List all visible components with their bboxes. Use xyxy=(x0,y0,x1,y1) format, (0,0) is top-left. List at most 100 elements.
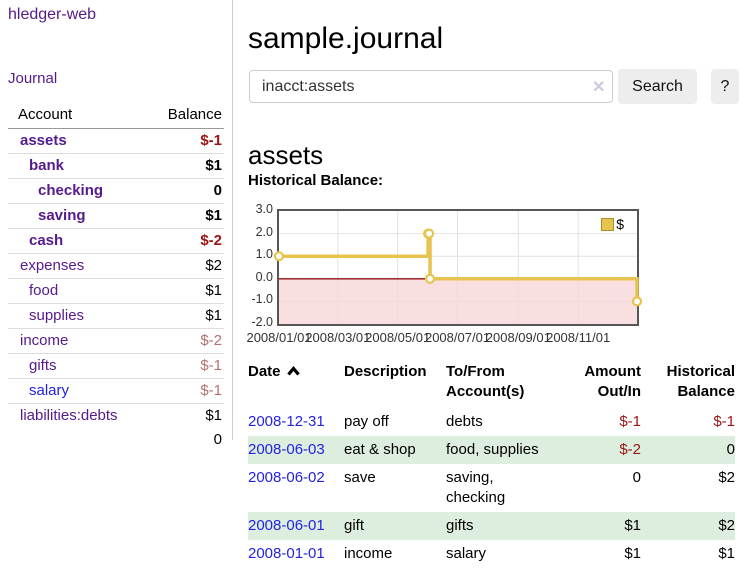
account-balance: $-2 xyxy=(150,228,224,254)
transaction-accounts: debts xyxy=(446,413,483,430)
chart-title: Historical Balance: xyxy=(248,172,384,189)
chart-canvas xyxy=(273,211,643,324)
historical-balance-chart: 3.0 2.0 1.0 0.0 -1.0 -2.0 $ 2008/01/01 2008/03… xyxy=(240,202,643,351)
transaction-amount: $1 xyxy=(624,545,641,562)
accounts-table-header: Account Balance xyxy=(8,104,224,129)
account-link[interactable]: cash xyxy=(29,232,64,249)
account-row: assets $-1 xyxy=(8,128,224,154)
search-button[interactable]: Search xyxy=(618,69,697,104)
account-link[interactable]: saving xyxy=(38,207,86,224)
y-axis-tick: 3.0 xyxy=(255,202,273,216)
amount-column-header: Amount Out/In xyxy=(584,363,641,400)
transaction-date-link[interactable]: 2008-06-02 xyxy=(248,469,325,486)
clear-search-icon[interactable]: ✕ xyxy=(592,79,606,96)
account-heading: assets xyxy=(248,139,324,170)
account-balance: 0 xyxy=(150,178,224,204)
account-balance: $-1 xyxy=(150,128,224,154)
account-link[interactable]: bank xyxy=(29,157,65,174)
brand-link[interactable]: hledger-web xyxy=(8,6,97,23)
account-row: gifts $-1 xyxy=(8,353,224,379)
transaction-row: 2008-06-01 gift gifts $1 $2 xyxy=(248,512,735,540)
transaction-row: 2008-01-01 income salary $1 $1 xyxy=(248,540,735,568)
account-link[interactable]: checking xyxy=(38,182,104,199)
transaction-balance: $1 xyxy=(718,545,735,562)
balance-column-header: Balance xyxy=(150,104,224,129)
x-axis-tick: 2008/07/01 xyxy=(424,330,491,345)
accounts-column-header: Account xyxy=(8,104,151,129)
chart-legend: $ xyxy=(601,216,624,232)
transaction-balance: 0 xyxy=(726,441,735,458)
accounts-column-header: To/From Account(s) xyxy=(446,363,525,400)
legend-label: $ xyxy=(616,216,624,232)
help-button[interactable]: ? xyxy=(711,69,739,104)
transaction-accounts: gifts xyxy=(446,517,474,534)
account-balance: $2 xyxy=(150,253,224,279)
sidebar-item-journal[interactable]: Journal xyxy=(8,70,58,87)
account-balance: $1 xyxy=(150,278,224,304)
account-balance: $-1 xyxy=(150,353,224,379)
date-column-header[interactable]: Date xyxy=(248,360,344,408)
account-balance: $-2 xyxy=(150,328,224,354)
account-link[interactable]: expenses xyxy=(20,257,85,274)
transaction-date-link[interactable]: 2008-06-01 xyxy=(248,517,325,534)
transaction-date-link[interactable]: 2008-01-01 xyxy=(248,545,325,562)
account-row: expenses $2 xyxy=(8,253,224,279)
account-link[interactable]: food xyxy=(29,282,59,299)
legend-swatch-icon xyxy=(601,217,615,231)
transaction-balance: $2 xyxy=(718,517,735,534)
transaction-row: 2008-06-03 eat & shop food, supplies $-2… xyxy=(248,436,735,464)
account-link[interactable]: supplies xyxy=(29,307,85,324)
register-table: Date Description To/From Account(s) Amou… xyxy=(248,360,735,568)
accounts-table: Account Balance assets $-1 bank $1 xyxy=(8,104,224,452)
sort-asc-icon xyxy=(286,366,300,376)
y-axis-tick: -2.0 xyxy=(251,315,273,329)
x-axis-tick: 2008/09/01 xyxy=(485,330,551,345)
sidebar: hledger-web Journal Account Balance asse… xyxy=(0,0,233,448)
account-row: income $-2 xyxy=(8,328,224,354)
account-row: liabilities:debts $1 xyxy=(8,403,224,428)
account-link[interactable]: gifts xyxy=(29,357,57,374)
transaction-balance: $-1 xyxy=(713,413,735,430)
account-row: cash $-2 xyxy=(8,228,224,254)
transaction-amount: $-2 xyxy=(619,441,641,458)
transaction-description: eat & shop xyxy=(344,441,416,458)
transaction-description: save xyxy=(344,469,376,486)
register-header-row: Date Description To/From Account(s) Amou… xyxy=(248,360,735,408)
transaction-date-link[interactable]: 2008-12-31 xyxy=(248,413,325,430)
y-axis-tick: 1.0 xyxy=(255,247,273,262)
y-axis-tick: -1.0 xyxy=(251,292,273,307)
account-link[interactable]: assets xyxy=(20,132,67,149)
description-column-header: Description xyxy=(344,363,427,380)
account-balance: $1 xyxy=(150,403,224,428)
transaction-amount: 0 xyxy=(632,469,641,486)
transaction-date-link[interactable]: 2008-06-03 xyxy=(248,441,325,458)
account-balance: $1 xyxy=(150,303,224,329)
plot-area: $ xyxy=(273,209,643,326)
transaction-amount: $-1 xyxy=(619,413,641,430)
account-link[interactable]: liabilities:debts xyxy=(20,407,118,424)
search-input[interactable] xyxy=(249,70,613,103)
transaction-accounts: food, supplies xyxy=(446,441,539,458)
transaction-row: 2008-06-02 save saving, checking 0 $2 xyxy=(248,464,735,512)
transaction-row: 2008-12-31 pay off debts $-1 $-1 xyxy=(248,408,735,436)
account-balance: $-1 xyxy=(150,378,224,404)
x-axis-tick: 2008/05/01 xyxy=(365,330,431,345)
account-row: bank $1 xyxy=(8,153,224,179)
x-axis-tick: 2008/11/01 xyxy=(546,330,611,345)
account-link[interactable]: salary xyxy=(29,382,70,399)
account-row: food $1 xyxy=(8,278,224,304)
account-link[interactable]: income xyxy=(20,332,69,349)
account-row: supplies $1 xyxy=(8,303,224,329)
x-axis-tick: 2008/03/01 xyxy=(305,330,371,345)
accounts-total-row: 0 xyxy=(8,428,224,452)
transaction-accounts: salary xyxy=(446,545,487,562)
transaction-balance: $2 xyxy=(718,469,735,486)
transaction-description: pay off xyxy=(344,413,389,430)
balance-column-header: Historical Balance xyxy=(666,363,735,400)
page-title: sample.journal xyxy=(248,22,444,56)
account-row: salary $-1 xyxy=(8,378,224,404)
y-axis-tick: 2.0 xyxy=(255,224,273,239)
transaction-description: income xyxy=(344,545,393,562)
account-row: checking 0 xyxy=(8,178,224,204)
account-balance: $1 xyxy=(150,203,224,229)
